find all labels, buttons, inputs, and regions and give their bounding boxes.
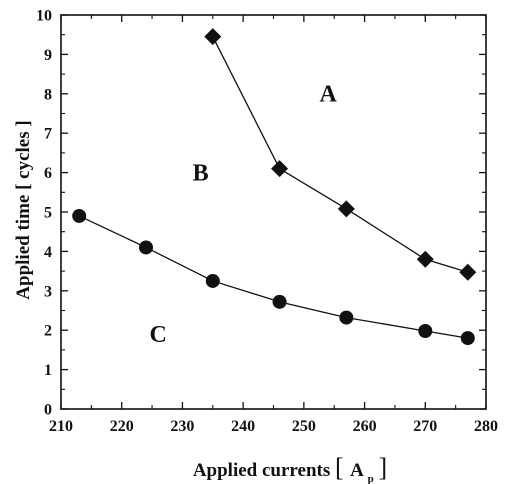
x-tick-label: 220: [110, 418, 134, 435]
x-tick-label: 280: [474, 418, 498, 435]
y-tick-label: 10: [36, 8, 52, 25]
x-tick-label: 270: [413, 418, 437, 435]
diamond-marker: [204, 28, 222, 46]
x-tick-label: 240: [231, 418, 255, 435]
diamond-marker: [271, 160, 289, 178]
y-tick-label: 8: [44, 86, 52, 103]
circle-marker: [418, 323, 433, 338]
y-tick-label: 7: [44, 126, 52, 143]
series-1-line: [212, 36, 468, 273]
x-tick-label: 260: [353, 418, 377, 435]
y-tick-label: 6: [44, 165, 52, 182]
series-layer: [72, 28, 477, 346]
circle-marker: [139, 240, 153, 255]
x-axis: 210 220 230 240 250 260 270 280: [49, 15, 498, 435]
plot-border: [60, 14, 487, 410]
plot-frame: [60, 14, 487, 410]
y-tick-label: 9: [44, 47, 52, 64]
region-label-a: A: [319, 82, 337, 108]
x-tick-label: 250: [292, 418, 316, 435]
region-label-b: B: [193, 160, 209, 186]
y-tick-label: 5: [44, 205, 52, 222]
y-tick-label: 1: [44, 362, 52, 379]
circle-marker: [339, 310, 354, 325]
x-tick-label: 230: [170, 418, 194, 435]
circle-marker: [460, 331, 475, 346]
y-tick-label: 2: [44, 323, 52, 340]
series-2-line: [78, 215, 468, 339]
circle-marker: [205, 273, 220, 288]
region-label-c: C: [149, 322, 166, 348]
diamond-marker: [337, 200, 355, 218]
y-tick-label: 0: [44, 402, 52, 419]
annotation-layer: A B C: [149, 82, 337, 348]
diamond-marker: [459, 263, 477, 281]
x-tick-label: 210: [49, 418, 73, 435]
y-axis-title: Applied time [ cycles ]: [13, 120, 34, 299]
y-tick-label: 4: [44, 244, 52, 261]
diamond-marker: [416, 250, 434, 268]
x-axis-title: Applied currents [ A p ]: [193, 453, 387, 484]
y-axis: 0 1 2 3 4 5 6 7 8 9 10: [36, 8, 486, 419]
circle-marker: [72, 208, 87, 223]
y-tick-label: 3: [44, 283, 52, 300]
circle-marker: [272, 294, 287, 309]
